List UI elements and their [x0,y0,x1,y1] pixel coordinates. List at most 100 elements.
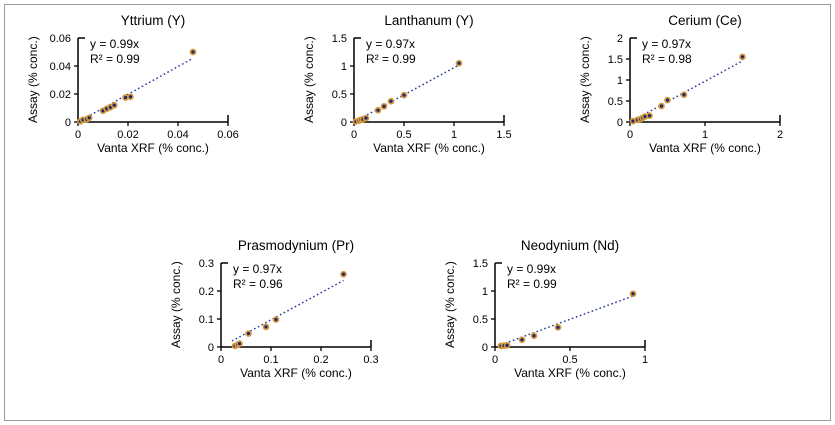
plot-area: 0 1 2 0 0.5 1 1.5 2 [608,33,783,140]
data-point [680,91,688,98]
data-point [127,93,134,100]
trendline-equation: y = 0.99x [507,261,557,276]
y-tick-label: 2 [617,33,623,45]
data-point [646,112,653,119]
x-axis-title: Vanta XRF (% conc.) [373,140,485,155]
x-tick-label: 0.3 [363,354,378,365]
chart-title: Cerium (Ce) [668,13,742,28]
scatter-chart: Cerium (Ce) Assay (% conc.) 0 1 2 0 0.5 1 1.5 2… [578,13,806,155]
chart-title: Prasmodynium (Pr) [237,237,355,253]
trendline-annotation: y = 0.97x R² = 0.98 [642,37,692,68]
y-tick-label: 1.5 [608,54,623,66]
data-point [362,114,370,122]
data-point [455,59,463,67]
x-tick-label: 0.5 [396,129,411,140]
x-tick-label: 0.02 [117,129,138,140]
data-point [374,106,382,114]
trendline-annotation: y = 0.99x R² = 0.99 [507,262,557,293]
x-tick-label: 0.06 [217,129,238,140]
trendline-equation: y = 0.97x [366,36,416,51]
x-axis-title: Vanta XRF (% conc.) [514,365,626,380]
y-tick-label: 1 [617,75,623,87]
x-tick-label: 2 [777,129,783,140]
y-tick-label: 0.5 [608,96,623,108]
x-axis-title: Vanta XRF (% conc.) [649,140,761,155]
data-point [340,270,347,278]
chart-body: Assay (% conc.) 0 0.5 1 1.5 0 0.5 1 1.5 y = 0.9… [302,32,530,140]
x-tick-label: 0.04 [167,129,188,140]
y-tick-label: 0.3 [199,258,214,270]
data-point [387,97,395,105]
trendline [231,279,344,342]
trendline-annotation: y = 0.97x R² = 0.99 [366,37,416,68]
x-axis-title: Vanta XRF (% conc.) [240,365,352,380]
trendline-annotation: y = 0.99x R² = 0.99 [90,37,140,68]
y-tick-label: 0.1 [199,314,214,326]
scatter-chart: Yttrium (Y) Assay (% conc.) 0 0.02 0.04 0.0… [26,13,254,155]
x-tick-label: 1 [702,129,708,140]
scatter-chart: Neodynium (Nd) Assay (% conc.) 0 0.5 1 0 0.5… [443,237,671,380]
y-tick-label: 0.2 [199,286,214,298]
plot-area: 0 0.02 0.04 0.06 0 0.02 0.04 0.06 [50,33,239,140]
y-tick-label: 1 [341,61,347,73]
x-tick-label: 0.2 [313,354,328,365]
x-tick-label: 0.5 [562,354,577,365]
y-tick-label: 0 [617,117,623,129]
data-point [245,329,252,337]
data-point [739,53,746,61]
plot-area: 0 0.5 1 1.5 0 0.5 1 1.5 [332,33,512,140]
chart-body: Assay (% conc.) 0 1 2 0 0.5 1 1.5 2 y = 0.97x R… [578,32,806,140]
y-tick-label: 0 [482,342,488,354]
x-tick-label: 1 [642,354,648,365]
data-point [664,96,671,104]
trendline [355,64,460,122]
y-axis-title: Assay (% conc.) [302,36,316,124]
x-tick-label: 0 [75,129,81,140]
chart-title: Lanthanum (Y) [384,13,474,28]
trendline [631,60,743,122]
chart-title: Neodynium (Nd) [520,237,620,253]
trendline-equation: y = 0.99x [90,36,140,51]
plot-area: 0 0.5 1 0 0.5 1 1.5 [473,258,648,365]
y-tick-label: 1.5 [473,258,488,270]
y-axis-title: Assay (% conc.) [169,261,183,349]
data-point [85,114,93,121]
chart-row-top: Yttrium (Y) Assay (% conc.) 0 0.02 0.04 0.0… [26,13,835,155]
trendline [78,57,194,122]
y-tick-label: 0.5 [332,89,347,101]
data-point [503,341,511,349]
y-tick-label: 0 [208,342,214,354]
y-axis-title: Assay (% conc.) [443,261,457,349]
trendline-equation: y = 0.97x [233,261,283,276]
y-tick-label: 0.5 [473,314,488,326]
chart-body: Assay (% conc.) 0 0.5 1 0 0.5 1 1.5 y = 0.99x … [443,257,671,365]
data-point [110,101,118,109]
data-point [658,102,665,110]
y-tick-label: 0 [65,117,71,129]
data-point [262,323,270,330]
data-point [530,332,538,339]
y-tick-label: 0.06 [50,33,71,45]
trendline-r-squared: R² = 0.99 [366,52,416,67]
data-point [400,91,408,99]
y-tick-label: 1 [482,286,488,298]
trendline-annotation: y = 0.97x R² = 0.96 [233,262,283,293]
data-point [272,315,280,323]
y-tick-label: 0.04 [50,61,71,73]
x-tick-label: 1.5 [496,129,511,140]
y-tick-label: 0 [341,117,347,129]
y-axis-title: Assay (% conc.) [578,36,592,124]
data-point [380,102,388,110]
x-tick-label: 0 [492,354,498,365]
y-tick-label: 1.5 [332,33,347,45]
y-axis-title: Assay (% conc.) [26,36,40,124]
x-axis-title: Vanta XRF (% conc.) [97,140,209,155]
trendline-r-squared: R² = 0.99 [507,277,557,292]
x-tick-label: 0 [351,129,357,140]
trendline-r-squared: R² = 0.96 [233,277,283,292]
chart-body: Assay (% conc.) 0 0.1 0.2 0.3 0 0.1 0.2 0.3 y =… [169,257,397,365]
trendline-equation: y = 0.97x [642,36,692,51]
data-point [236,339,243,347]
data-point [629,290,637,297]
